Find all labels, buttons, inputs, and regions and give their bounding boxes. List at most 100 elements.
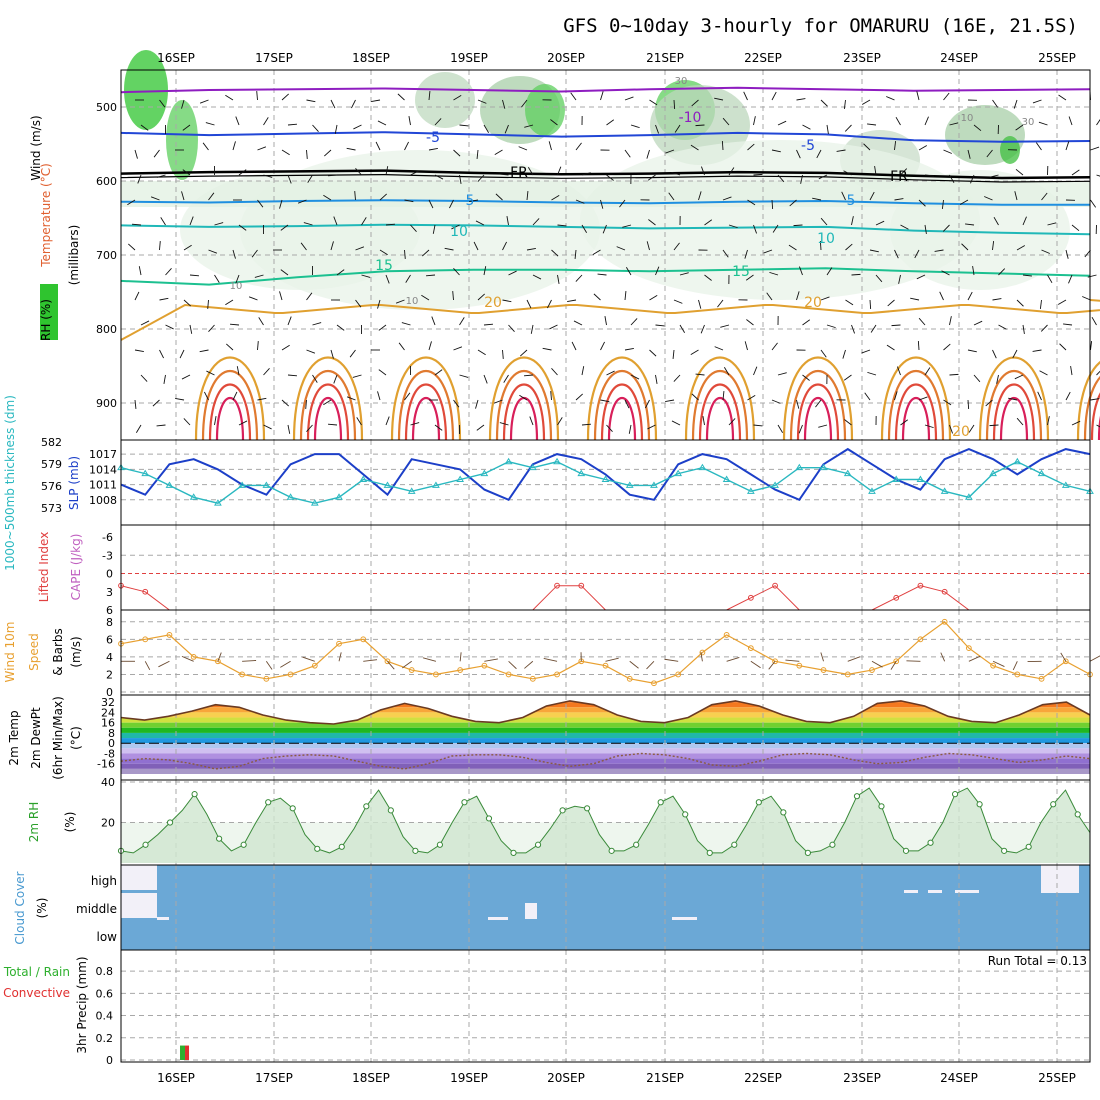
wind-barb bbox=[593, 293, 601, 301]
warm-isotherm-contour bbox=[684, 356, 756, 441]
contour-label: 20 bbox=[952, 424, 970, 440]
thickness-point bbox=[383, 481, 392, 488]
slp-axis-label: SLP (mb) bbox=[67, 456, 81, 510]
wind-barb bbox=[986, 149, 993, 158]
wind-barb bbox=[673, 242, 680, 251]
wind-barb bbox=[941, 270, 950, 276]
wind-barb bbox=[744, 249, 748, 259]
wind-barb bbox=[771, 91, 777, 101]
cloud-level-label: high bbox=[91, 874, 117, 888]
wind-barb bbox=[967, 291, 973, 301]
wind-barb bbox=[567, 299, 577, 303]
bottom-date-label: 18SEP bbox=[352, 1071, 390, 1085]
wind-barb bbox=[336, 269, 345, 276]
rh-point bbox=[338, 843, 345, 850]
wind-barb bbox=[992, 349, 997, 359]
top-date-label: 20SEP bbox=[547, 51, 585, 65]
wind-barb bbox=[398, 342, 405, 351]
wind-barb bbox=[869, 191, 875, 201]
wind-barb bbox=[916, 274, 926, 280]
li-tick-label: -6 bbox=[102, 531, 113, 544]
wind-barb bbox=[287, 174, 292, 184]
wind-barb bbox=[664, 658, 679, 662]
wind-barb bbox=[890, 661, 897, 670]
wind-barb bbox=[967, 349, 977, 353]
wind-speed-point bbox=[215, 658, 221, 665]
wind-barb bbox=[153, 149, 160, 158]
temp-axis-label-2: 2m DewPt bbox=[29, 707, 43, 769]
wind-barb bbox=[452, 290, 454, 301]
wind-barb bbox=[330, 349, 334, 359]
wind-barb bbox=[967, 399, 970, 410]
wind-barb bbox=[1089, 655, 1100, 662]
wind-barb bbox=[1068, 116, 1073, 126]
wind-barb bbox=[287, 374, 298, 377]
wind-barb bbox=[679, 272, 689, 276]
wind-barb bbox=[600, 199, 604, 209]
wind-barb bbox=[959, 199, 969, 205]
wind-barb bbox=[306, 349, 316, 354]
wind-barb bbox=[702, 416, 705, 426]
wind-barb bbox=[305, 399, 307, 410]
wind-barb bbox=[265, 661, 273, 670]
thickness-point bbox=[480, 469, 489, 477]
thickness-line bbox=[120, 461, 1091, 504]
contour-label: 5 bbox=[466, 193, 475, 209]
wind-barb bbox=[312, 322, 322, 326]
wind-barb bbox=[387, 660, 395, 670]
wind-barb bbox=[802, 124, 811, 130]
wind-barb bbox=[695, 124, 705, 127]
wind-barb bbox=[297, 199, 307, 204]
warm-isotherm-contour bbox=[306, 383, 350, 441]
temp-color-band bbox=[121, 748, 1090, 754]
thickness-point bbox=[819, 463, 828, 471]
rh-point bbox=[216, 835, 223, 842]
wind-barb bbox=[207, 299, 209, 310]
wind-speed-point bbox=[142, 636, 149, 643]
wind-barb bbox=[723, 367, 730, 376]
wind-barb bbox=[473, 241, 479, 251]
wind-barb bbox=[226, 343, 234, 351]
isotherm-line bbox=[120, 86, 1091, 94]
slp-tick-label: 1014 bbox=[89, 463, 117, 476]
rh-point bbox=[240, 841, 247, 848]
thickness-tick-label: 582 bbox=[41, 436, 62, 449]
rh-point bbox=[584, 805, 591, 812]
rh-axis-label: RH (%) bbox=[39, 299, 53, 341]
wind-barb bbox=[1012, 661, 1018, 671]
wind-barb bbox=[134, 291, 140, 301]
wind-barb bbox=[629, 660, 639, 669]
wind-barb bbox=[503, 374, 509, 383]
bottom-date-label: 17SEP bbox=[255, 1071, 293, 1085]
wind-barb bbox=[851, 273, 861, 276]
wind-tick-label: 0 bbox=[106, 686, 113, 699]
wind-barb bbox=[673, 299, 683, 304]
wind-barb bbox=[674, 124, 681, 133]
wind-barb bbox=[459, 124, 469, 127]
wind-barb bbox=[140, 124, 149, 131]
wind-barb bbox=[671, 420, 681, 426]
wind-barb bbox=[279, 199, 283, 209]
wind-barb bbox=[363, 659, 378, 662]
rh-point bbox=[682, 811, 689, 818]
wind-barb bbox=[875, 274, 883, 283]
rh-point bbox=[387, 807, 394, 814]
temp-tick-label: -16 bbox=[97, 758, 115, 771]
temp-axis-label-1: 2m Temp bbox=[7, 710, 21, 765]
wind-barb bbox=[949, 373, 959, 376]
isotherm-line bbox=[120, 131, 1091, 143]
wind-barb bbox=[548, 141, 552, 151]
wind-barb bbox=[1035, 142, 1042, 151]
wind-barb bbox=[698, 299, 702, 309]
thickness-point bbox=[843, 469, 852, 477]
wind-barb bbox=[263, 117, 269, 126]
wind-barb bbox=[939, 291, 944, 301]
cloud-pct-label: (%) bbox=[35, 898, 49, 919]
wind-speed-point bbox=[796, 662, 803, 669]
wind-barb bbox=[453, 268, 460, 276]
wind-barb bbox=[949, 174, 955, 184]
wind-barb bbox=[1015, 124, 1024, 131]
wind-barb bbox=[181, 99, 185, 109]
wind-barb bbox=[820, 296, 830, 301]
wind-barb bbox=[385, 166, 389, 176]
